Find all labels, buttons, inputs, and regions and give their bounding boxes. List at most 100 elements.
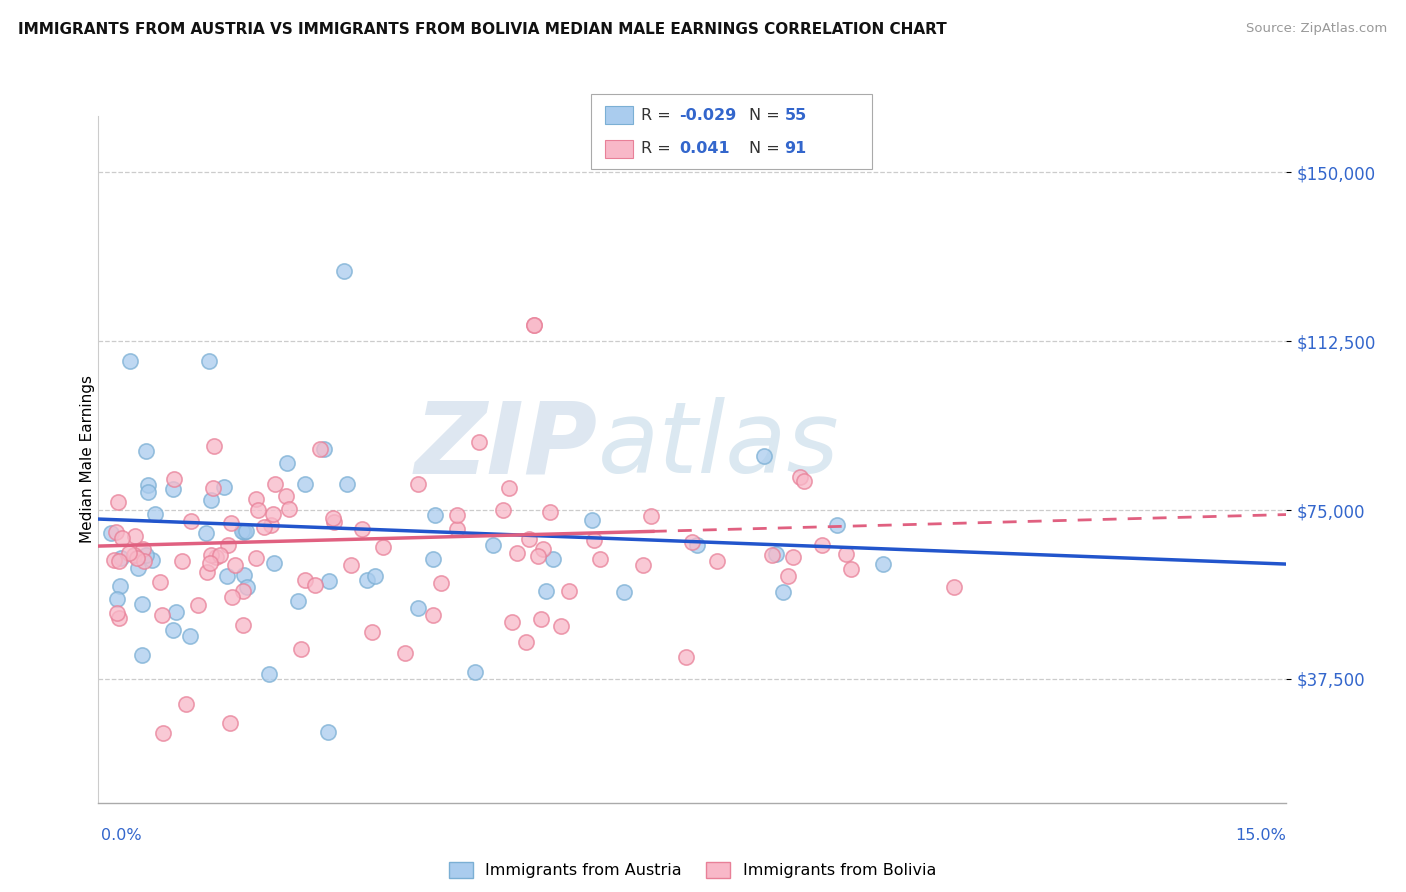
Point [162, 623, 184, 637]
Point [217, 538, 239, 552]
Point [105, 606, 128, 620]
Point [215, 569, 238, 583]
Legend: Immigrants from Austria, Immigrants from Bolivia: Immigrants from Austria, Immigrants from… [443, 855, 942, 885]
Text: 91: 91 [785, 142, 807, 156]
Point [765, 547, 787, 561]
Point [221, 590, 243, 604]
Point [350, 522, 373, 536]
Point [761, 548, 783, 562]
Y-axis label: Median Male Earnings: Median Male Earnings [80, 376, 94, 543]
Point [811, 538, 834, 552]
Point [681, 534, 703, 549]
Point [872, 558, 894, 572]
Point [363, 569, 385, 583]
Point [134, 444, 156, 458]
Point [406, 477, 429, 491]
Point [245, 492, 267, 507]
Point [752, 449, 775, 463]
Point [531, 541, 554, 556]
Point [287, 594, 309, 608]
Point [235, 524, 257, 538]
Point [686, 539, 709, 553]
Point [406, 600, 429, 615]
Point [143, 507, 166, 521]
Text: ZIP: ZIP [415, 397, 598, 494]
Point [111, 531, 134, 545]
Point [550, 619, 572, 633]
Text: 0.041: 0.041 [679, 142, 730, 156]
Point [336, 477, 359, 491]
Point [214, 480, 236, 494]
Point [174, 697, 197, 711]
Point [187, 598, 209, 612]
Point [278, 501, 301, 516]
Point [118, 546, 141, 560]
Point [219, 716, 242, 731]
Point [501, 615, 523, 630]
Point [259, 517, 281, 532]
Point [200, 493, 222, 508]
Point [231, 524, 253, 538]
Point [446, 522, 468, 536]
Point [179, 629, 201, 643]
Point [134, 554, 156, 568]
Point [232, 568, 254, 582]
Point [131, 597, 153, 611]
Point [195, 565, 218, 579]
Point [132, 541, 155, 556]
Point [422, 607, 444, 622]
Point [491, 503, 513, 517]
Text: N =: N = [749, 108, 786, 122]
Point [482, 538, 505, 552]
Point [208, 549, 231, 563]
Point [517, 532, 540, 546]
Point [530, 612, 553, 626]
Point [356, 574, 378, 588]
Point [290, 641, 312, 656]
Point [640, 508, 662, 523]
Text: Source: ZipAtlas.com: Source: ZipAtlas.com [1247, 22, 1388, 36]
Point [340, 558, 363, 572]
Point [527, 549, 550, 563]
Point [675, 650, 697, 665]
Point [498, 481, 520, 495]
Point [233, 524, 256, 539]
Point [274, 490, 297, 504]
Point [163, 472, 186, 486]
Point [825, 518, 848, 533]
Text: 15.0%: 15.0% [1236, 829, 1286, 843]
Point [322, 510, 344, 524]
Point [523, 318, 546, 333]
Point [236, 581, 259, 595]
Point [150, 608, 173, 623]
Point [246, 503, 269, 517]
Point [131, 648, 153, 662]
Point [581, 513, 603, 527]
Point [706, 554, 728, 568]
Point [264, 476, 287, 491]
Point [446, 508, 468, 522]
Point [120, 354, 142, 368]
Point [202, 482, 225, 496]
Point [105, 524, 128, 539]
Point [294, 573, 316, 587]
Point [108, 579, 131, 593]
Point [149, 575, 172, 590]
Point [294, 476, 316, 491]
Point [141, 553, 163, 567]
Point [776, 569, 799, 583]
Point [782, 549, 804, 564]
Point [633, 558, 655, 573]
Point [422, 552, 444, 566]
Point [613, 585, 636, 599]
Point [194, 525, 217, 540]
Point [262, 507, 284, 521]
Point [263, 556, 285, 570]
Point [165, 605, 187, 619]
Point [108, 611, 131, 625]
Point [464, 665, 486, 679]
Point [789, 470, 811, 484]
Point [534, 584, 557, 599]
Point [232, 618, 254, 632]
Point [523, 318, 546, 333]
